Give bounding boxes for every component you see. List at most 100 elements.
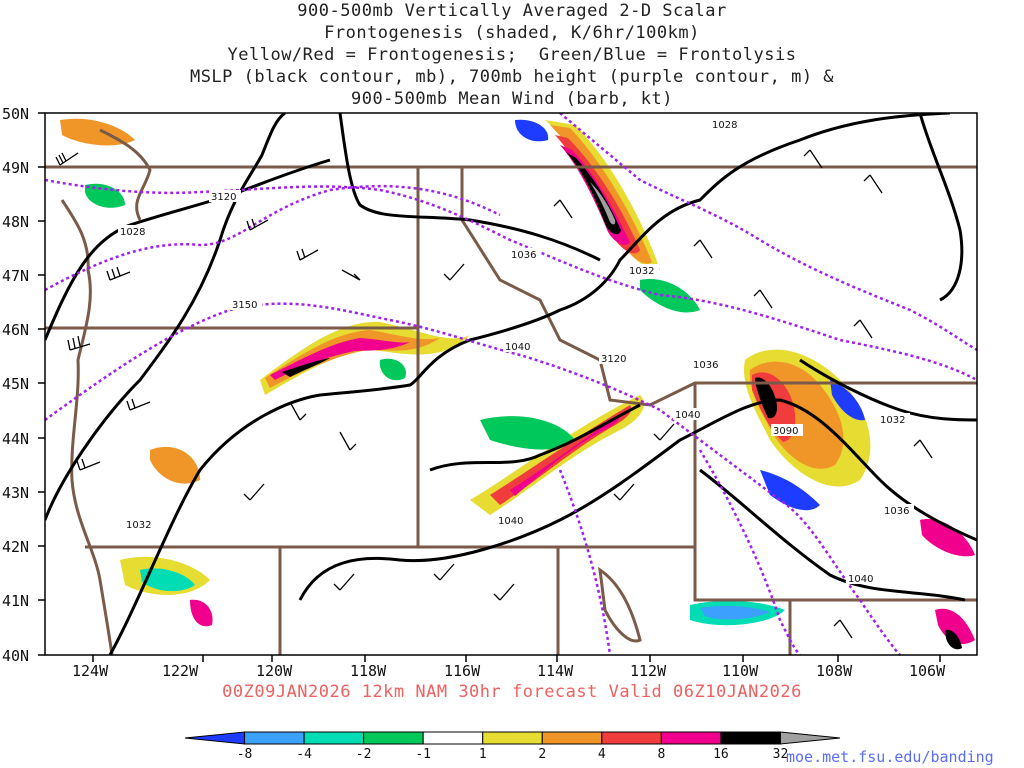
wind-barb	[289, 401, 307, 421]
lon-label: 114W	[537, 662, 574, 680]
colorbar-swatch	[779, 731, 841, 745]
wind-barb	[126, 398, 151, 411]
map-title: 900-500mb Vertically Averaged 2-D Scalar…	[0, 0, 1024, 110]
lon-label: 124W	[72, 662, 109, 680]
lat-label: 40N	[2, 647, 29, 665]
lat-label: 49N	[2, 159, 29, 177]
coastline	[60, 128, 642, 655]
lat-label: 44N	[2, 430, 29, 448]
longitude-labels: 124W 122W 120W 118W 116W 114W 112W 110W …	[72, 662, 946, 680]
wind-barb	[339, 431, 357, 451]
wind-barb	[433, 563, 455, 581]
wind-barb	[653, 423, 675, 441]
title-line-5: 900-500mb Mean Wind (barb, kt)	[350, 89, 674, 109]
lon-label: 118W	[350, 662, 387, 680]
lat-label: 47N	[2, 267, 29, 285]
lat-label: 42N	[2, 538, 29, 556]
mslp-label: 1032	[880, 415, 905, 426]
height-label: 3150	[232, 300, 257, 311]
colorbar-label: 8	[657, 747, 665, 762]
mslp-label: 1040	[505, 342, 530, 353]
wind-barb	[67, 335, 91, 351]
wind-barb	[106, 266, 131, 281]
wind-barb	[553, 199, 573, 219]
colorbar-swatch	[244, 731, 305, 745]
lat-label: 45N	[2, 375, 29, 393]
title-line-2: Frontogenesis (shaded, K/6hr/100km)	[324, 23, 700, 43]
colorbar-swatch	[363, 731, 424, 745]
colorbar-label: 1	[479, 747, 487, 762]
colorbar-swatch	[482, 731, 543, 745]
latitude-labels: 50N 49N 48N 47N 46N 45N 44N 43N 42N 41N …	[2, 105, 29, 665]
wind-barb	[853, 319, 873, 339]
title-line-4: MSLP (black contour, mb), 700mb height (…	[189, 67, 835, 87]
height-label: 3120	[601, 354, 626, 365]
mslp-label: 1028	[120, 227, 145, 238]
colorbar-label: -1	[415, 747, 431, 762]
credit-link[interactable]: moe.met.fsu.edu/banding	[786, 748, 994, 766]
wyoming-border	[693, 383, 977, 602]
colorbar-label: 2	[538, 747, 546, 762]
colorbar-swatch	[184, 731, 246, 745]
mslp-label: 1036	[884, 506, 909, 517]
mslp-label: 1032	[126, 520, 151, 531]
wind-barb	[833, 619, 853, 639]
lon-label: 122W	[162, 662, 199, 680]
wind-barb	[341, 269, 361, 281]
lon-label: 108W	[816, 662, 853, 680]
colorbar-swatch	[660, 731, 722, 745]
lat-label: 48N	[2, 213, 29, 231]
wind-barb	[243, 483, 265, 501]
lon-label: 116W	[444, 662, 481, 680]
colorbar-label: 4	[598, 747, 606, 762]
wind-barb	[76, 458, 101, 471]
wind-barbs	[55, 149, 933, 639]
plot-frame	[44, 112, 978, 656]
height-label: 3090	[773, 426, 798, 437]
lon-label: 110W	[722, 662, 759, 680]
title-line-1: 900-500mb Vertically Averaged 2-D Scalar	[297, 1, 727, 21]
idaho-montana-border	[460, 167, 977, 407]
height-label: 3120	[211, 192, 236, 203]
colorbar-label: 32	[773, 747, 789, 762]
lat-label: 50N	[2, 105, 29, 123]
plot-area: 1028 1028 1036 1032 1040 1036 1040 1032 …	[45, 113, 977, 655]
wind-barb	[803, 149, 823, 169]
contour-label-group: 1028 1028 1036 1032 1040 1036 1040 1032 …	[118, 118, 914, 585]
colorbar-label: -2	[356, 747, 372, 762]
colorbar-swatch	[422, 731, 484, 745]
lat-label: 43N	[2, 484, 29, 502]
wind-barb	[753, 289, 773, 309]
wind-barb	[246, 218, 269, 231]
valid-time: 00Z09JAN2026 12km NAM 30hr forecast Vali…	[222, 682, 802, 702]
colorbar-swatch	[601, 731, 662, 745]
lat-label: 46N	[2, 321, 29, 339]
wind-barb	[863, 174, 883, 194]
colorbar-swatch	[541, 731, 603, 745]
wind-barb	[443, 263, 465, 281]
colorbar-swatch	[720, 731, 781, 745]
axis-ticks	[38, 112, 941, 662]
wind-barb	[296, 248, 319, 261]
wind-barb	[913, 439, 933, 459]
mslp-label: 1028	[712, 120, 737, 131]
colorbar-label: 16	[713, 747, 729, 762]
title-line-3: Yellow/Red = Frontogenesis; Green/Blue =…	[227, 45, 797, 65]
mslp-label: 1036	[693, 360, 718, 371]
lon-label: 112W	[630, 662, 667, 680]
colorbar: -8 -4 -2 -1 1 2 4 8 16 32	[184, 731, 841, 762]
lat-label: 41N	[2, 592, 29, 610]
mslp-label: 1040	[675, 410, 700, 421]
colorbar-label: -4	[296, 747, 312, 762]
mslp-label: 1032	[629, 266, 654, 277]
mslp-label: 1040	[848, 574, 873, 585]
wind-barb	[693, 239, 713, 259]
mslp-label: 1040	[498, 516, 523, 527]
colorbar-swatch	[303, 731, 365, 745]
wind-barb	[493, 583, 515, 601]
colorbar-label: -8	[237, 747, 253, 762]
lon-label: 120W	[256, 662, 293, 680]
wind-barb	[613, 483, 635, 501]
wind-barb	[333, 573, 355, 591]
